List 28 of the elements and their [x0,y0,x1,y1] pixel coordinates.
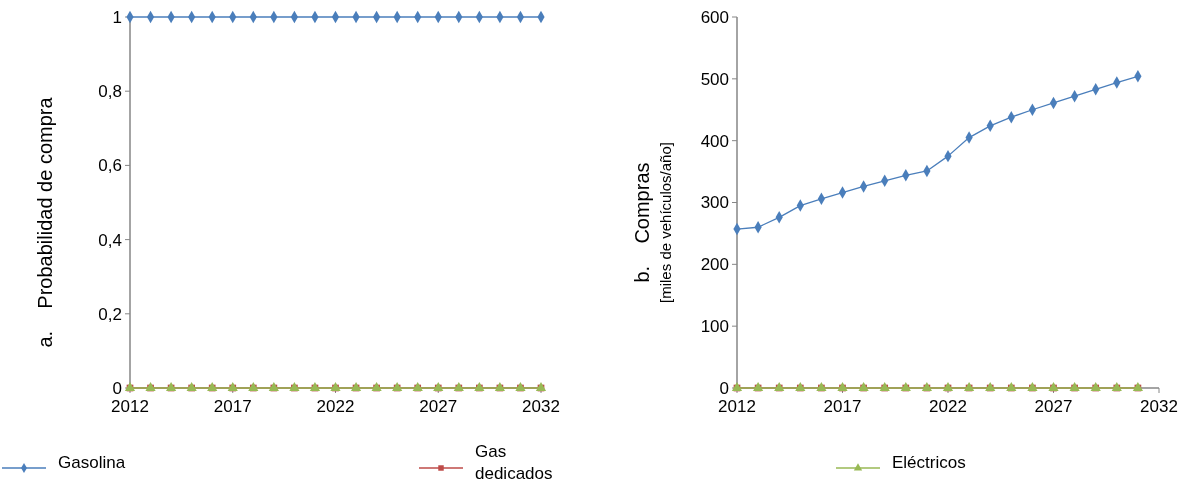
x-tick-label: 2017 [213,397,252,416]
y-tick-label: 400 [700,131,729,151]
y-tick-label: 600 [700,7,729,27]
legend-label: Gasolina [58,453,126,472]
x-tick-label: 2032 [1140,397,1178,416]
legend-label: Gas dedicados [475,442,553,483]
y-tick-label: 500 [700,69,729,89]
y-tick-label: 300 [700,193,729,213]
y-tick-label: 0,6 [98,156,122,176]
x-tick-label: 2022 [929,397,967,416]
x-tick-label: 2012 [718,397,756,416]
x-tick-label: 2022 [316,397,355,416]
x-tick-label: 2027 [1034,397,1073,416]
y-tick-label: 0,2 [98,304,122,324]
y-tick-label: 0 [112,378,122,398]
y-tick-label: 200 [700,255,729,275]
y-tick-label: 1 [112,7,122,27]
y-tick-label: 100 [700,317,729,337]
x-tick-label: 2017 [823,397,862,416]
x-tick-label: 2027 [419,397,458,416]
legend-label: Eléctricos [892,453,966,472]
x-tick-label: 2012 [111,397,149,416]
y-tick-label: 0 [719,378,729,398]
x-tick-label: 2032 [522,397,560,416]
y-tick-label: 0,4 [98,230,122,250]
y-tick-label: 0,8 [98,82,122,102]
y-axis-title: a. Probabilidad de compra [34,96,56,348]
y-axis-title: b. Compras [miles de vehículos/año] [631,142,674,303]
